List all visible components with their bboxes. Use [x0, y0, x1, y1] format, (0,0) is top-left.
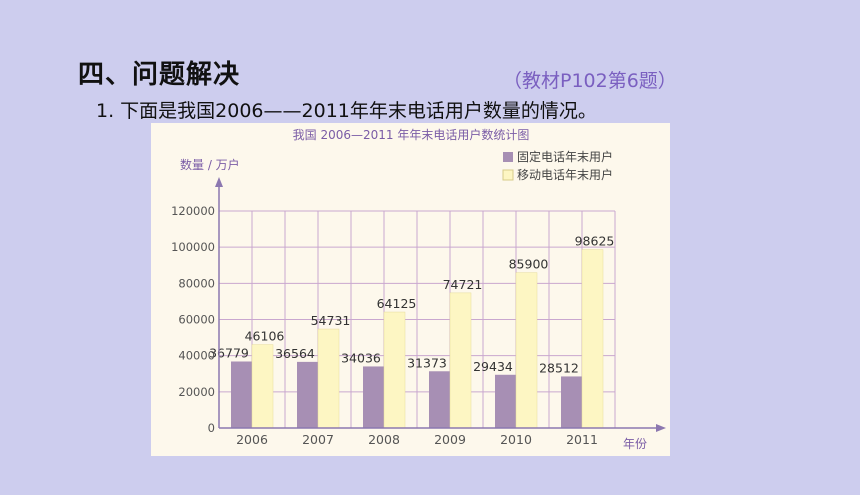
legend-label: 固定电话年末用户: [517, 149, 613, 164]
bar-fixed-2007: [297, 361, 318, 428]
x-tick-label: 2007: [302, 432, 334, 447]
data-label: 64125: [377, 296, 417, 311]
y-tick-label: 80000: [178, 276, 215, 290]
data-label: 28512: [539, 360, 579, 375]
legend-swatch: [503, 152, 513, 162]
y-tick-label: 100000: [171, 240, 215, 254]
data-label: 36564: [275, 346, 315, 361]
y-tick-label: 20000: [178, 385, 215, 399]
x-tick-label: 2010: [500, 432, 532, 447]
y-tick-label: 120000: [171, 204, 215, 218]
section-title: 四、问题解决: [78, 60, 241, 90]
data-label: 34036: [341, 350, 381, 365]
grid-lines: [219, 210, 616, 428]
data-label: 36779: [209, 345, 249, 360]
y-tick-label: 40000: [178, 349, 215, 363]
x-tick-label: 2009: [434, 432, 466, 447]
x-tick-label: 2008: [368, 432, 400, 447]
bar-mobile-2009: [449, 292, 472, 429]
textbook-reference: （教材P102第6题）: [503, 70, 677, 92]
bar-mobile-2008: [383, 311, 406, 429]
chart-title: 我国 2006—2011 年年末电话用户数统计图: [293, 127, 530, 142]
data-label: 74721: [443, 277, 483, 292]
bar-mobile-2010: [515, 272, 538, 429]
bars: [231, 249, 604, 429]
tick-labels: 0 20000 40000 60000 80000 100000 120000 2006 200…: [171, 204, 598, 447]
y-axis-arrow: [215, 177, 223, 187]
y-tick-label: 60000: [178, 313, 215, 327]
y-tick-label: 0: [208, 421, 215, 435]
data-label: 31373: [407, 355, 447, 370]
x-axis-label: 年份: [623, 437, 647, 451]
x-tick-label: 2011: [566, 432, 598, 447]
data-label: 46106: [245, 329, 285, 344]
axes: [215, 177, 666, 432]
bar-fixed-2006: [231, 361, 252, 428]
question-text: 1. 下面是我国2006——2011年年末电话用户数量的情况。: [96, 100, 597, 122]
data-label: 98625: [575, 234, 615, 249]
bar-fixed-2011: [561, 376, 582, 428]
data-label: 29434: [473, 359, 513, 374]
chart-card: 36779 46106 36564 54731 34036 64125 31373 74721…: [151, 123, 670, 456]
bar-fixed-2009: [429, 371, 450, 428]
bar-fixed-2008: [363, 366, 384, 428]
x-tick-label: 2006: [236, 432, 268, 447]
y-axis-label: 数量 / 万户: [180, 157, 240, 172]
bar-mobile-2011: [581, 249, 604, 429]
bar-mobile-2007: [317, 328, 340, 429]
legend-swatch: [502, 169, 514, 181]
bar-fixed-2010: [495, 374, 516, 428]
data-label: 85900: [509, 257, 549, 272]
bar-mobile-2006: [251, 344, 274, 429]
x-axis-arrow: [656, 424, 666, 432]
data-label: 54731: [311, 313, 351, 328]
legend-label: 移动电话年末用户: [517, 167, 613, 182]
